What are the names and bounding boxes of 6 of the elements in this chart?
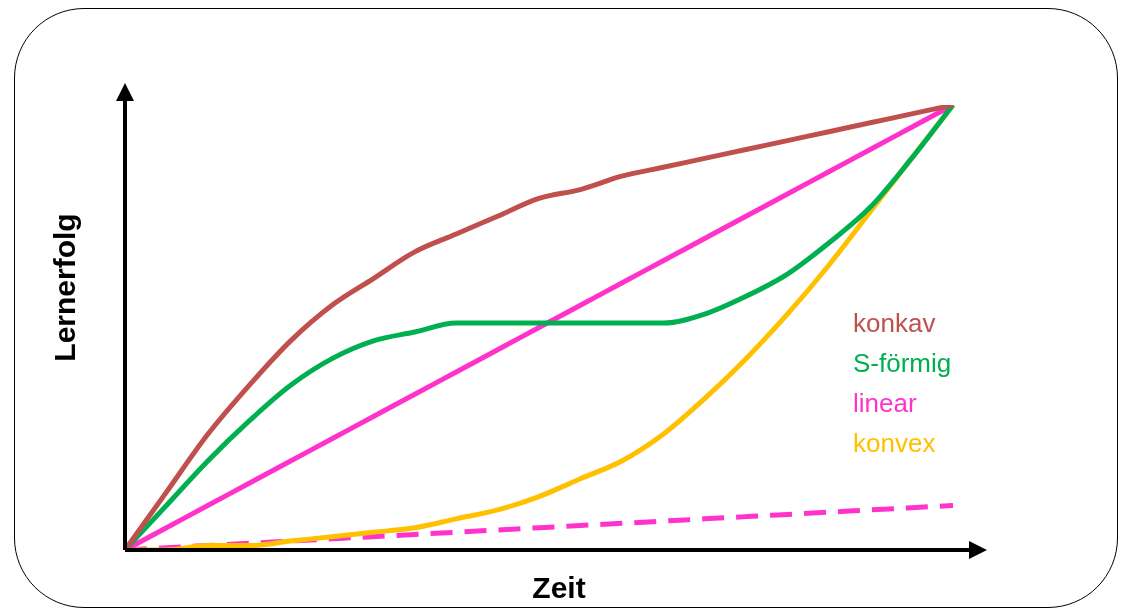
- text: konvex: [853, 428, 936, 459]
- text: konkav: [853, 308, 936, 339]
- text: S-förmig: [853, 348, 952, 379]
- x-axis-title: Zeit: [532, 571, 586, 605]
- y-axis-title: Lernerfolg: [48, 213, 82, 362]
- text: linear: [853, 388, 917, 419]
